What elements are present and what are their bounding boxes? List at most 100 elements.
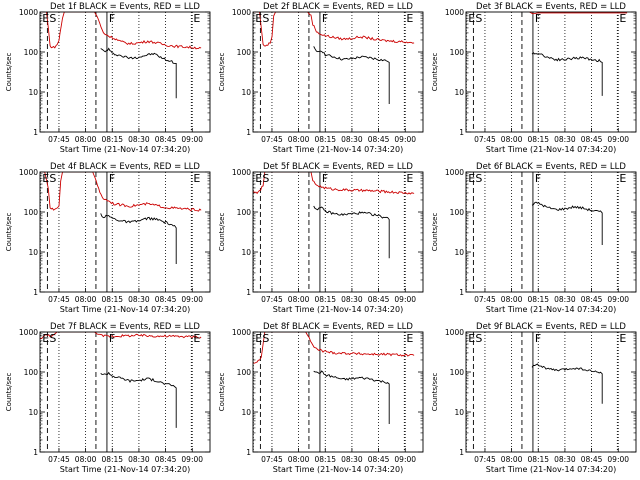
x-axis-label: Start Time (21-Nov-14 07:34:20)	[273, 305, 403, 314]
x-tick-label: 08:15	[101, 455, 123, 464]
y-axis-label: Counts/sec	[218, 53, 226, 92]
series-line-1	[529, 12, 628, 15]
x-tick-label: 08:00	[75, 295, 97, 304]
y-axis-label: Counts/sec	[5, 53, 13, 92]
series-line-0	[100, 47, 177, 99]
marker-label-E: E	[42, 12, 49, 25]
x-tick-label: 08:15	[314, 295, 336, 304]
chart-panel-6: Det 6f BLACK = Events, RED = LLD Counts/s…	[431, 162, 637, 314]
y-axis-label: Counts/sec	[431, 373, 439, 412]
series-line-1	[40, 172, 202, 212]
chart-title: Det 4f BLACK = Events, RED = LLD	[50, 162, 200, 172]
series-line-1	[253, 12, 415, 47]
x-tick-label: 08:15	[314, 455, 336, 464]
x-axis-label: Start Time (21-Nov-14 07:34:20)	[60, 305, 190, 314]
marker-label-F: F	[535, 332, 541, 345]
y-axis-label: Counts/sec	[5, 213, 13, 252]
marker-label-S: S	[475, 12, 482, 25]
chart-title: Det 2f BLACK = Events, RED = LLD	[263, 2, 413, 12]
x-tick-label: 08:45	[581, 455, 603, 464]
x-tick-label: 08:15	[314, 135, 336, 144]
marker-label-E: E	[193, 12, 200, 25]
x-tick-label: 08:30	[341, 295, 363, 304]
x-tick-label: 08:15	[527, 135, 549, 144]
x-axis-label: Start Time (21-Nov-14 07:34:20)	[60, 465, 190, 474]
x-tick-label: 09:00	[181, 135, 203, 144]
y-tick-label: 1000	[232, 168, 251, 177]
x-tick-label: 09:00	[394, 455, 416, 464]
y-tick-label: 10	[454, 88, 464, 97]
y-tick-label: 100	[237, 368, 252, 377]
x-tick-label: 09:00	[607, 135, 629, 144]
series-line-0	[100, 213, 177, 264]
y-tick-label: 10	[241, 248, 251, 257]
chart-title: Det 8f BLACK = Events, RED = LLD	[263, 322, 413, 332]
x-tick-label: 08:45	[155, 295, 177, 304]
x-tick-label: 08:30	[128, 455, 150, 464]
x-tick-label: 08:00	[75, 135, 97, 144]
x-tick-label: 08:45	[581, 295, 603, 304]
marker-label-F: F	[535, 172, 541, 185]
series-line-0	[313, 205, 390, 259]
chart-title: Det 9f BLACK = Events, RED = LLD	[476, 322, 626, 332]
series-line-0	[531, 201, 603, 245]
x-tick-label: 07:45	[474, 295, 496, 304]
x-tick-label: 08:30	[554, 135, 576, 144]
y-tick-label: 1000	[19, 328, 38, 337]
chart-panel-2: Det 2f BLACK = Events, RED = LLD Counts/s…	[218, 2, 424, 154]
series-line-1	[253, 332, 415, 364]
y-tick-label: 10	[454, 408, 464, 417]
y-tick-label: 1000	[445, 168, 464, 177]
x-tick-label: 08:00	[288, 295, 310, 304]
y-tick-label: 100	[24, 208, 39, 217]
x-tick-label: 09:00	[607, 455, 629, 464]
y-tick-label: 100	[237, 48, 252, 57]
marker-label-S: S	[262, 12, 269, 25]
marker-label-S: S	[49, 172, 56, 185]
x-tick-label: 08:45	[368, 455, 390, 464]
plot-frame	[39, 331, 211, 453]
marker-label-S: S	[475, 172, 482, 185]
y-tick-label: 1	[459, 448, 464, 457]
plot-frame	[252, 171, 424, 293]
marker-label-F: F	[322, 12, 328, 25]
marker-label-E: E	[193, 332, 200, 345]
chart-panel-1: Det 1f BLACK = Events, RED = LLD Counts/s…	[5, 2, 211, 154]
series-line-1	[253, 172, 415, 195]
y-tick-label: 1	[459, 288, 464, 297]
x-tick-label: 08:15	[527, 455, 549, 464]
chart-title: Det 1f BLACK = Events, RED = LLD	[50, 2, 200, 12]
marker-label-S: S	[262, 332, 269, 345]
series-line-0	[100, 371, 177, 428]
x-tick-label: 08:00	[288, 455, 310, 464]
marker-label-S: S	[262, 172, 269, 185]
marker-label-S: S	[49, 12, 56, 25]
y-axis-label: Counts/sec	[431, 213, 439, 252]
x-tick-label: 08:30	[341, 135, 363, 144]
marker-label-E: E	[468, 332, 475, 345]
chart-title: Det 7f BLACK = Events, RED = LLD	[50, 322, 200, 332]
y-tick-label: 10	[28, 248, 38, 257]
x-tick-label: 07:45	[261, 295, 283, 304]
marker-label-E: E	[468, 12, 475, 25]
y-tick-label: 1	[459, 128, 464, 137]
x-tick-label: 08:45	[155, 455, 177, 464]
marker-label-E: E	[619, 172, 626, 185]
y-tick-label: 1	[33, 288, 38, 297]
x-tick-label: 07:45	[261, 135, 283, 144]
marker-label-E: E	[255, 172, 262, 185]
y-tick-label: 1000	[232, 8, 251, 17]
y-tick-label: 100	[450, 48, 465, 57]
y-tick-label: 1000	[19, 8, 38, 17]
chart-panel-5: Det 5f BLACK = Events, RED = LLD Counts/s…	[218, 162, 424, 314]
marker-label-S: S	[49, 332, 56, 345]
y-tick-label: 1	[33, 448, 38, 457]
x-tick-label: 08:15	[527, 295, 549, 304]
x-tick-label: 07:45	[261, 455, 283, 464]
series-line-1	[40, 332, 202, 340]
y-tick-label: 100	[24, 368, 39, 377]
y-tick-label: 1	[246, 288, 251, 297]
chart-panel-4: Det 4f BLACK = Events, RED = LLD Counts/s…	[5, 162, 211, 314]
marker-label-E: E	[406, 12, 413, 25]
